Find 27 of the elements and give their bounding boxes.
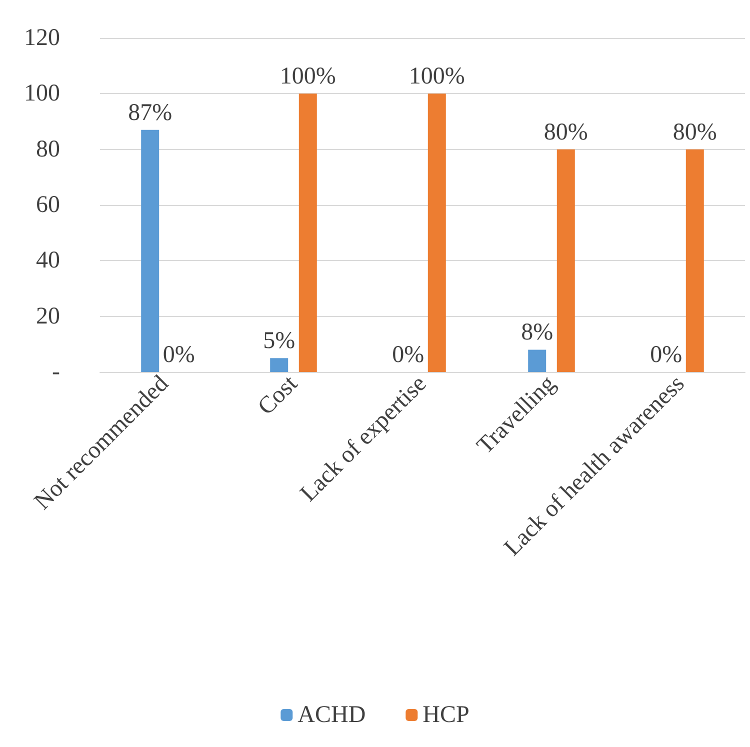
data-label: 87%: [128, 100, 172, 126]
bar: [141, 130, 160, 372]
data-label: 80%: [544, 119, 588, 146]
bar: [528, 350, 546, 372]
y-tick-label: 80: [36, 136, 60, 162]
data-label: 0%: [392, 342, 424, 368]
bar: [270, 358, 288, 372]
data-label: 100%: [408, 64, 465, 90]
bar: [686, 149, 704, 372]
y-tick-label: 100: [24, 80, 60, 107]
legend-label: ACHD: [298, 702, 366, 728]
bar: [298, 94, 317, 372]
y-tick-label: 40: [36, 248, 60, 274]
legend-label: HCP: [422, 702, 470, 728]
data-label: 80%: [672, 119, 717, 146]
data-label: 0%: [162, 342, 195, 368]
bar: [556, 149, 575, 372]
bar: [428, 94, 446, 372]
data-label: 5%: [263, 328, 296, 354]
y-tick-label: 20: [36, 303, 60, 330]
x-tick-label: Cost: [253, 370, 303, 420]
data-label: 100%: [280, 64, 336, 90]
y-tick-label: 60: [36, 192, 60, 218]
data-label: 8%: [521, 320, 554, 346]
data-label: 0%: [650, 342, 682, 368]
y-tick-label: 120: [24, 25, 60, 51]
y-tick-label: -: [52, 359, 60, 385]
